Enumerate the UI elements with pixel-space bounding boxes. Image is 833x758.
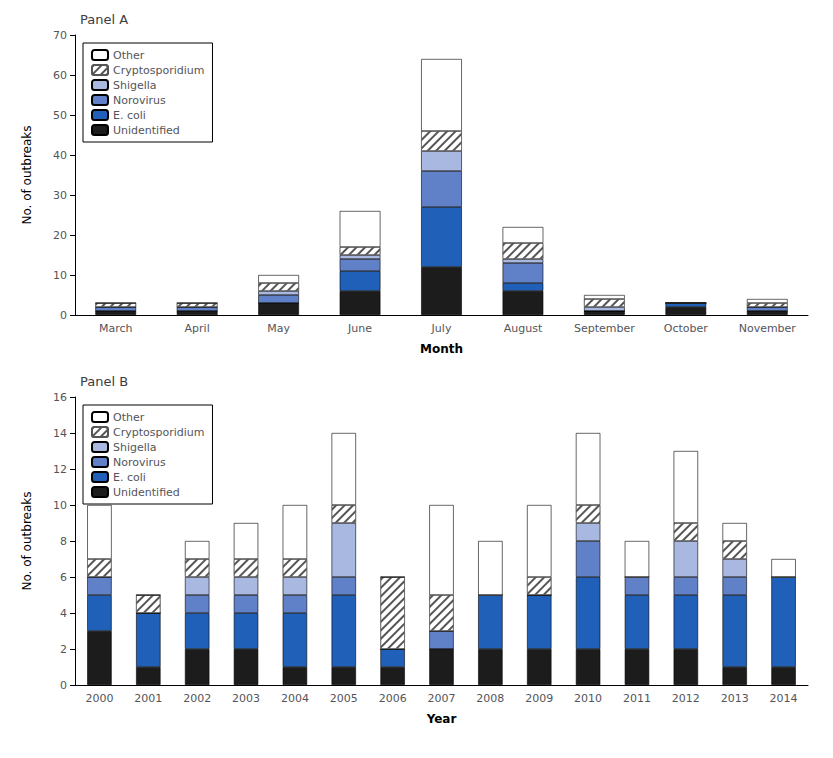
svg-text:April: April: [185, 322, 210, 335]
svg-text:Unidentified: Unidentified: [113, 124, 180, 137]
svg-text:12: 12: [53, 463, 67, 476]
svg-text:2008: 2008: [476, 692, 504, 705]
svg-text:October: October: [664, 322, 708, 335]
svg-text:40: 40: [53, 149, 67, 162]
svg-text:2010: 2010: [574, 692, 602, 705]
svg-text:Cryptosporidium: Cryptosporidium: [113, 64, 205, 77]
svg-text:70: 70: [53, 29, 67, 42]
svg-text:2009: 2009: [525, 692, 553, 705]
svg-text:August: August: [504, 322, 543, 335]
svg-text:16: 16: [53, 391, 67, 404]
svg-text:Other: Other: [113, 411, 145, 424]
svg-text:Norovirus: Norovirus: [113, 94, 166, 107]
svg-text:May: May: [267, 322, 290, 335]
svg-text:2004: 2004: [281, 692, 309, 705]
svg-text:Panel A: Panel A: [80, 12, 128, 27]
svg-text:2002: 2002: [183, 692, 211, 705]
svg-text:E. coli: E. coli: [113, 109, 146, 122]
svg-text:Panel B: Panel B: [80, 374, 128, 389]
svg-text:2006: 2006: [379, 692, 407, 705]
svg-text:Shigella: Shigella: [113, 441, 157, 454]
svg-text:6: 6: [60, 571, 67, 584]
svg-text:Unidentified: Unidentified: [113, 486, 180, 499]
svg-text:2013: 2013: [721, 692, 749, 705]
svg-text:No. of outbreaks: No. of outbreaks: [20, 126, 34, 225]
svg-text:2014: 2014: [770, 692, 798, 705]
svg-text:2001: 2001: [134, 692, 162, 705]
svg-text:60: 60: [53, 69, 67, 82]
svg-text:Cryptosporidium: Cryptosporidium: [113, 426, 205, 439]
svg-text:Other: Other: [113, 49, 145, 62]
svg-text:2000: 2000: [85, 692, 113, 705]
svg-text:2012: 2012: [672, 692, 700, 705]
svg-text:0: 0: [60, 679, 67, 692]
svg-text:20: 20: [53, 229, 67, 242]
svg-text:2005: 2005: [330, 692, 358, 705]
svg-text:Shigella: Shigella: [113, 79, 157, 92]
svg-text:June: June: [347, 322, 372, 335]
svg-text:Month: Month: [420, 342, 463, 356]
svg-text:2007: 2007: [428, 692, 456, 705]
svg-text:2011: 2011: [623, 692, 651, 705]
svg-text:30: 30: [53, 189, 67, 202]
svg-text:September: September: [574, 322, 635, 335]
svg-text:Year: Year: [426, 712, 457, 726]
svg-text:E. coli: E. coli: [113, 471, 146, 484]
svg-text:10: 10: [53, 269, 67, 282]
svg-text:Norovirus: Norovirus: [113, 456, 166, 469]
svg-text:14: 14: [53, 427, 67, 440]
svg-text:November: November: [739, 322, 797, 335]
svg-text:No. of outbreaks: No. of outbreaks: [20, 492, 34, 591]
svg-text:0: 0: [60, 309, 67, 322]
svg-text:10: 10: [53, 499, 67, 512]
svg-text:July: July: [431, 322, 452, 335]
svg-text:4: 4: [60, 607, 67, 620]
svg-text:2003: 2003: [232, 692, 260, 705]
svg-text:March: March: [99, 322, 133, 335]
svg-text:50: 50: [53, 109, 67, 122]
svg-text:2: 2: [60, 643, 67, 656]
svg-text:8: 8: [60, 535, 67, 548]
